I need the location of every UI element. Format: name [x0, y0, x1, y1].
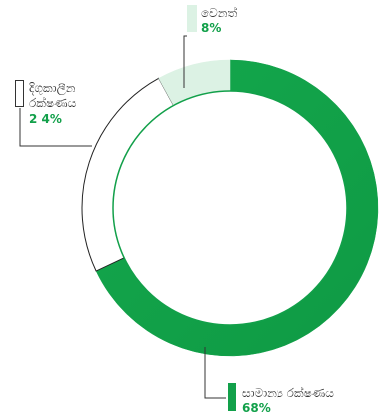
label-longterm-pct: 2 4%: [29, 112, 62, 126]
callout-line-general: [204, 347, 226, 399]
label-other-pct: 8%: [201, 21, 221, 35]
donut-inner-edge: [112, 90, 348, 326]
legend-swatch-longterm: [15, 80, 24, 107]
label-longterm-name-2: රක්ෂණය: [29, 96, 77, 110]
callout-line-longterm: [19, 108, 92, 147]
callout-general: සාමාන්‍ය රක්ෂණය 68%: [204, 347, 334, 415]
callout-other: වෙනත් 8%: [183, 5, 238, 88]
callout-longterm: දිගුකාලීන රක්ෂණය 2 4%: [15, 80, 92, 147]
label-longterm-name-1: දිගුකාලීන: [29, 81, 76, 96]
callout-line-other: [183, 35, 187, 88]
label-general-name: සාමාන්‍ය රක්ෂණය: [242, 386, 334, 400]
label-other-name: වෙනත්: [201, 6, 238, 20]
legend-swatch-general: [228, 383, 236, 411]
label-general-pct: 68%: [242, 401, 271, 415]
legend-swatch-other: [187, 5, 197, 32]
